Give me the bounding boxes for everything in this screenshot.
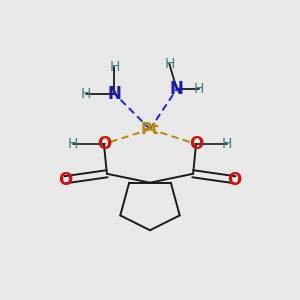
Text: O: O [58, 171, 72, 189]
Text: H: H [164, 57, 175, 71]
Text: O: O [228, 171, 242, 189]
Text: H: H [68, 137, 78, 151]
Text: H: H [81, 86, 91, 100]
Text: H: H [194, 82, 204, 96]
Text: O: O [189, 135, 203, 153]
Text: O: O [97, 135, 111, 153]
Text: N: N [170, 80, 184, 98]
Text: H: H [222, 137, 232, 151]
Text: N: N [107, 85, 121, 103]
Text: H: H [109, 60, 119, 74]
Text: Pt: Pt [141, 122, 159, 137]
